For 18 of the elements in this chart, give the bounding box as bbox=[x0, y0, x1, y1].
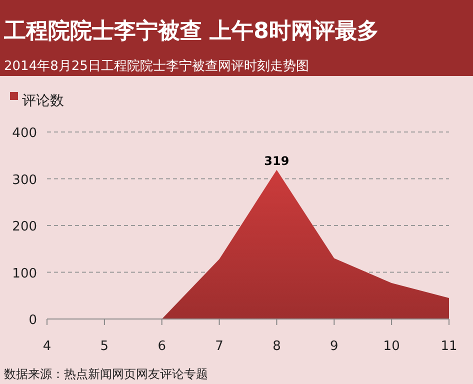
source-note: 数据来源：热点新闻网页网友评论专题 bbox=[4, 367, 208, 381]
x-tick-label: 6 bbox=[158, 339, 166, 354]
chart-title: 工程院院士李宁被查 上午8时网评最多 bbox=[3, 18, 379, 44]
x-tick-label: 11 bbox=[440, 339, 458, 354]
x-tick-label: 9 bbox=[330, 339, 338, 354]
x-tick-label: 5 bbox=[100, 339, 109, 354]
data-label: 319 bbox=[264, 154, 290, 168]
legend-label: 评论数 bbox=[22, 93, 64, 109]
y-tick-label: 200 bbox=[12, 220, 37, 234]
x-tick-label: 8 bbox=[272, 339, 281, 354]
x-tick-label: 10 bbox=[383, 339, 400, 354]
y-tick-label: 400 bbox=[12, 126, 37, 141]
x-tick-label: 7 bbox=[215, 339, 224, 354]
chart-subtitle: 2014年8月25日工程院院士李宁被查网评时刻走势图 bbox=[4, 58, 309, 74]
y-tick-label: 100 bbox=[12, 266, 37, 282]
y-tick-label: 300 bbox=[12, 172, 37, 188]
x-tick-label: 4 bbox=[42, 339, 52, 354]
y-tick-label: 0 bbox=[28, 313, 37, 328]
